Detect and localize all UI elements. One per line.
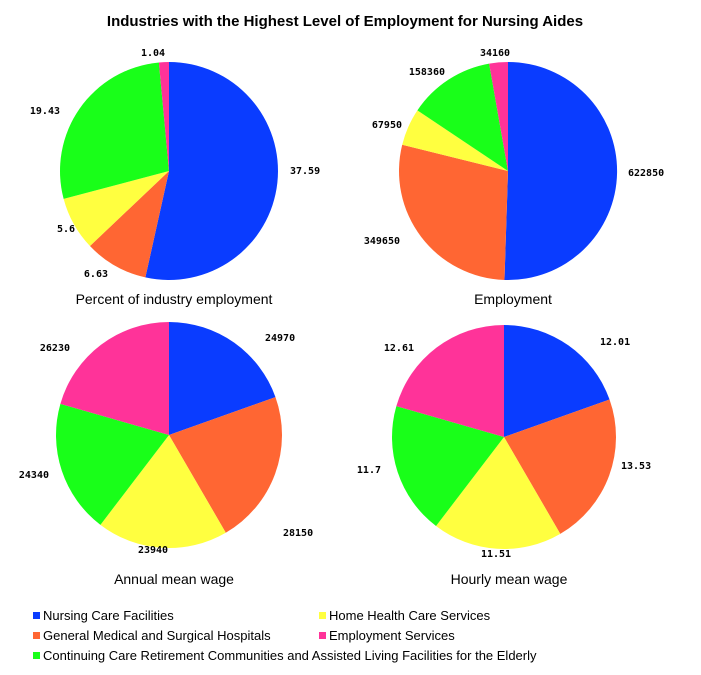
legend-label-4: Employment Services xyxy=(329,628,455,643)
legend-swatch-2 xyxy=(319,612,326,619)
pie-1-slice-nursing-care xyxy=(145,62,278,280)
pie-2: 622850 349650 67950 158360 34160 Employment xyxy=(364,48,664,307)
legend-label-5: Continuing Care Retirement Communities a… xyxy=(43,648,537,663)
pie-1-slice-general-hospitals xyxy=(89,171,169,278)
pie-4-value-label-continuing-care: 11.7 xyxy=(357,465,381,476)
pie-2-slice-employment-services xyxy=(489,62,508,171)
pie-3-slice-home-health xyxy=(100,435,226,549)
pie-3-value-label-home-health: 23940 xyxy=(138,545,168,556)
pie-3-value-label-general-hospitals: 28150 xyxy=(283,528,313,539)
pie-4-value-label-nursing-care: 12.01 xyxy=(600,337,630,348)
pie-1-value-label-home-health: 5.6 xyxy=(57,224,75,235)
pie-2-slice-nursing-care xyxy=(504,61,618,280)
pie-4: 12.01 13.53 11.51 11.7 12.61 Hourly mean wage xyxy=(357,325,651,587)
pie-3-slice-continuing-care xyxy=(56,403,169,525)
legend-label-2: Home Health Care Services xyxy=(329,608,491,623)
legend-swatch-5 xyxy=(33,652,40,659)
pie-1-value-label-continuing-care: 19.43 xyxy=(30,106,60,117)
pie-1-value-label-general-hospitals: 6.63 xyxy=(84,269,108,280)
legend: Nursing Care Facilities Home Health Care … xyxy=(33,608,537,663)
pie-4-slice-home-health xyxy=(436,437,561,549)
pie-3-value-label-continuing-care: 24340 xyxy=(19,470,49,481)
pie-4-value-label-home-health: 11.51 xyxy=(481,549,511,560)
pie-2-value-label-nursing-care: 622850 xyxy=(628,168,664,179)
pie-3-slice-employment-services xyxy=(60,322,169,435)
pie-1-slice-continuing-care xyxy=(60,62,169,199)
pie-3-slice-general-hospitals xyxy=(169,397,282,533)
legend-swatch-1 xyxy=(33,612,40,619)
pie-4-slice-employment-services xyxy=(396,325,504,437)
pie-1-slice-home-health xyxy=(63,171,169,247)
pie-2-value-label-continuing-care: 158360 xyxy=(409,67,445,78)
pie-3-slice-nursing-care xyxy=(169,322,276,435)
pie-1-value-label-nursing-care: 37.59 xyxy=(290,166,320,177)
legend-label-3: General Medical and Surgical Hospitals xyxy=(43,628,271,643)
pie-1-caption: Percent of industry employment xyxy=(76,291,273,307)
pie-4-slice-nursing-care xyxy=(504,325,610,437)
legend-swatch-4 xyxy=(319,632,326,639)
chart-title: Industries with the Highest Level of Emp… xyxy=(107,13,583,30)
pie-3-value-label-nursing-care: 24970 xyxy=(265,333,295,344)
legend-label-1: Nursing Care Facilities xyxy=(43,608,174,623)
pie-2-caption: Employment xyxy=(474,291,552,307)
pie-1: 37.59 6.63 5.6 19.43 1.04 Percent of industry… xyxy=(30,48,320,307)
pie-4-value-label-general-hospitals: 13.53 xyxy=(621,461,651,472)
pie-2-slice-home-health xyxy=(402,110,508,171)
pie-2-value-label-employment-services: 34160 xyxy=(480,48,510,59)
pie-4-caption: Hourly mean wage xyxy=(451,571,568,587)
pie-3-caption: Annual mean wage xyxy=(114,571,234,587)
pie-3-value-label-employment-services: 26230 xyxy=(40,343,70,354)
pies-group: 37.59 6.63 5.6 19.43 1.04 Percent of industry… xyxy=(19,48,664,587)
pie-2-value-label-home-health: 67950 xyxy=(372,120,402,131)
pie-2-value-label-general-hospitals: 349650 xyxy=(364,236,400,247)
pie-4-slice-continuing-care xyxy=(392,406,504,527)
pie-4-slice-general-hospitals xyxy=(504,399,616,534)
pie-4-value-label-employment-services: 12.61 xyxy=(384,343,414,354)
pie-2-slice-continuing-care xyxy=(417,63,508,171)
pie-2-slice-general-hospitals xyxy=(398,144,508,280)
pie-3: 24970 28150 23940 24340 26230 Annual mean wag… xyxy=(19,322,313,587)
pie-1-value-label-employment-services: 1.04 xyxy=(141,48,165,59)
legend-swatch-3 xyxy=(33,632,40,639)
pie-1-slice-employment-services xyxy=(158,62,169,171)
